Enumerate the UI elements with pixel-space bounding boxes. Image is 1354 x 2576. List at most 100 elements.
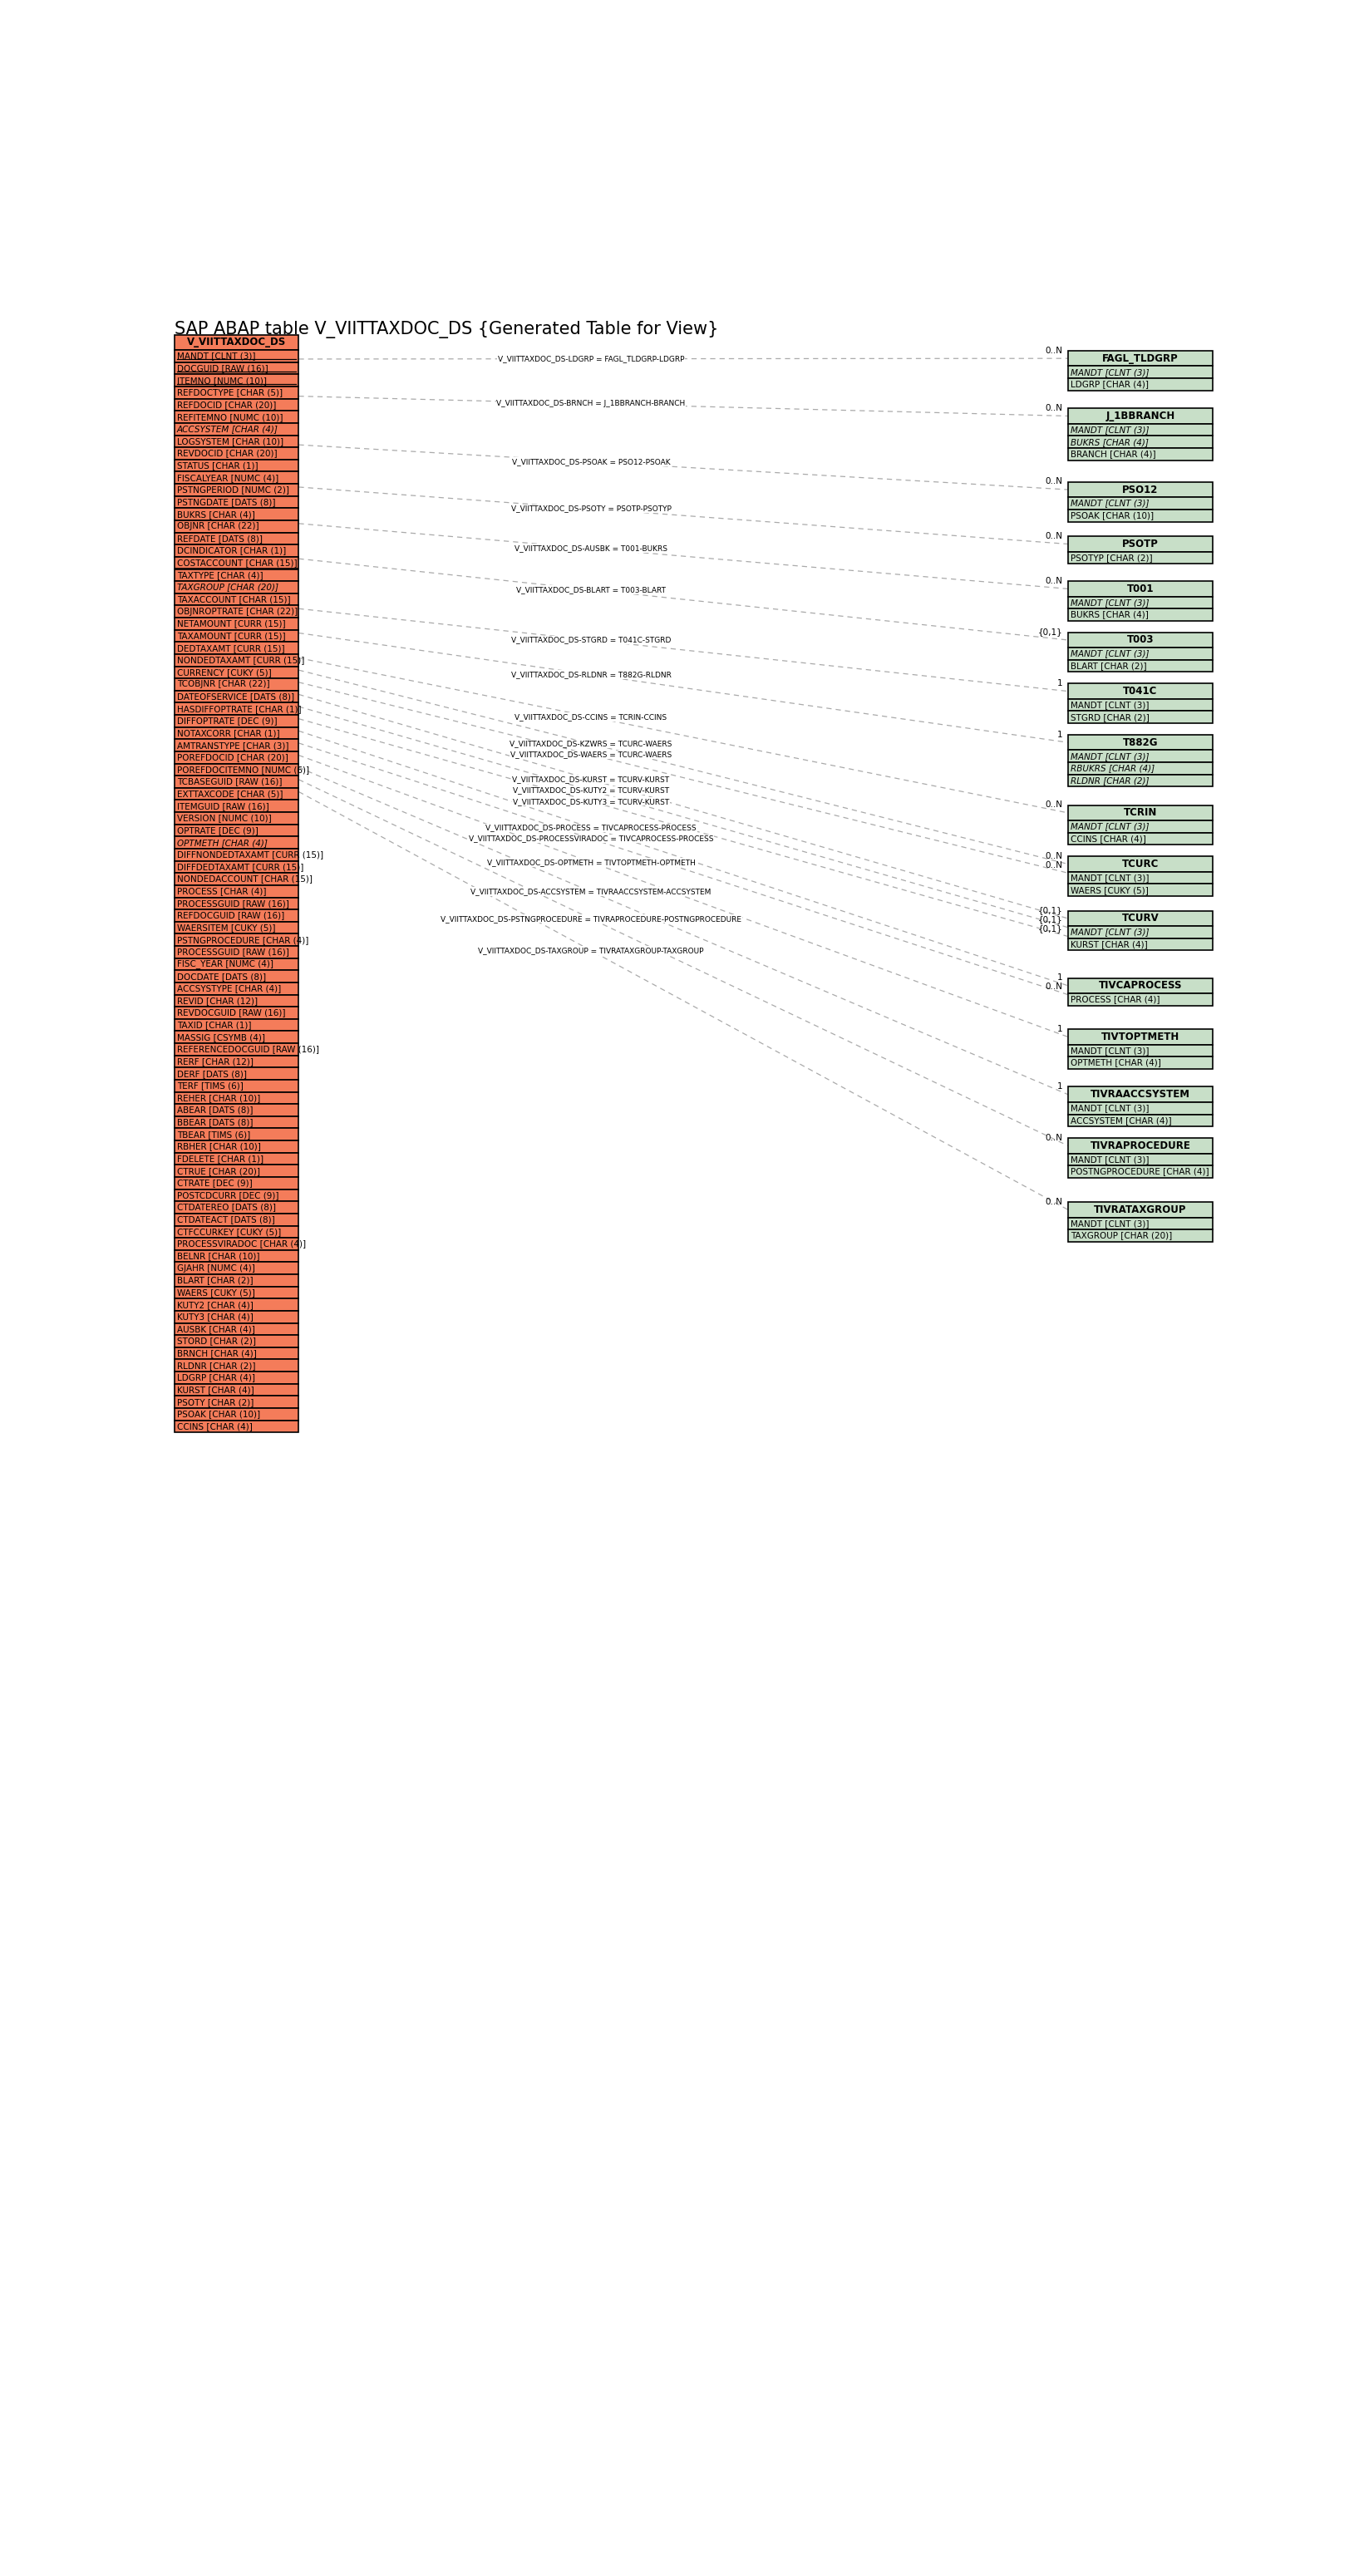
Text: POSTNGPROCEDURE [CHAR (4)]: POSTNGPROCEDURE [CHAR (4)]	[1071, 1167, 1209, 1175]
Text: STATUS [CHAR (1)]: STATUS [CHAR (1)]	[177, 461, 259, 469]
Text: MANDT [CLNT (3)]: MANDT [CLNT (3)]	[1071, 500, 1150, 507]
Text: AUSBK [CHAR (4)]: AUSBK [CHAR (4)]	[177, 1324, 255, 1334]
Bar	[175, 1324, 299, 1334]
Text: 0..N: 0..N	[1045, 801, 1063, 809]
Text: MANDT [CLNT (3)]: MANDT [CLNT (3)]	[1071, 752, 1150, 760]
Text: POREFDOCID [CHAR (20)]: POREFDOCID [CHAR (20)]	[177, 752, 288, 762]
Bar	[175, 1285, 299, 1298]
Text: STGRD [CHAR (2)]: STGRD [CHAR (2)]	[1071, 714, 1150, 721]
Bar	[175, 1370, 299, 1383]
Text: 0..N: 0..N	[1045, 1198, 1063, 1206]
Text: T041C: T041C	[1122, 685, 1158, 696]
Bar	[175, 556, 299, 569]
Bar	[175, 1030, 299, 1043]
Bar	[1068, 1030, 1213, 1043]
Text: V_VIITTAXDOC_DS: V_VIITTAXDOC_DS	[187, 337, 286, 348]
Text: V_VIITTAXDOC_DS-LDGRP = FAGL_TLDGRP-LDGRP: V_VIITTAXDOC_DS-LDGRP = FAGL_TLDGRP-LDGR…	[498, 355, 684, 363]
Text: BUKRS [CHAR (4)]: BUKRS [CHAR (4)]	[1071, 611, 1148, 618]
Text: KUTY2 [CHAR (4)]: KUTY2 [CHAR (4)]	[177, 1301, 253, 1309]
Text: KURST [CHAR (4)]: KURST [CHAR (4)]	[177, 1386, 255, 1394]
Text: TCRIN: TCRIN	[1124, 806, 1158, 819]
Text: BLART [CHAR (2)]: BLART [CHAR (2)]	[1071, 662, 1147, 670]
Bar	[175, 762, 299, 775]
Text: CURRENCY [CUKY (5)]: CURRENCY [CUKY (5)]	[177, 667, 272, 677]
Bar	[175, 994, 299, 1007]
Text: TCOBJNR [CHAR (22)]: TCOBJNR [CHAR (22)]	[177, 680, 269, 688]
Bar	[1068, 647, 1213, 659]
Text: RERF [CHAR (12)]: RERF [CHAR (12)]	[177, 1056, 253, 1066]
Bar	[1068, 1139, 1213, 1154]
Bar	[175, 592, 299, 605]
Text: ITEMNO [NUMC (10)]: ITEMNO [NUMC (10)]	[177, 376, 267, 384]
Text: OBJNROPTRATE [CHAR (22)]: OBJNROPTRATE [CHAR (22)]	[177, 608, 298, 616]
Bar	[1068, 1154, 1213, 1164]
Bar	[1068, 832, 1213, 845]
Bar	[175, 945, 299, 958]
Text: MANDT [CLNT (3)]: MANDT [CLNT (3)]	[1071, 927, 1150, 935]
Bar	[175, 471, 299, 484]
Bar	[175, 1079, 299, 1092]
Text: LDGRP [CHAR (4)]: LDGRP [CHAR (4)]	[1071, 381, 1148, 389]
Bar	[175, 971, 299, 981]
Text: 1: 1	[1057, 729, 1063, 739]
Text: PSOAK [CHAR (10)]: PSOAK [CHAR (10)]	[177, 1409, 260, 1419]
Text: DCINDICATOR [CHAR (1)]: DCINDICATOR [CHAR (1)]	[177, 546, 286, 554]
Text: WAERS [CUKY (5)]: WAERS [CUKY (5)]	[177, 1288, 255, 1296]
Bar	[1068, 379, 1213, 392]
Bar	[175, 1383, 299, 1396]
Text: BUKRS [CHAR (4)]: BUKRS [CHAR (4)]	[177, 510, 255, 518]
Text: MANDT [CLNT (3)]: MANDT [CLNT (3)]	[177, 353, 256, 361]
Bar	[1068, 1043, 1213, 1056]
Bar	[175, 350, 299, 363]
Bar	[1068, 510, 1213, 520]
Text: REFDOCID [CHAR (20)]: REFDOCID [CHAR (20)]	[177, 402, 276, 410]
Bar	[175, 654, 299, 667]
Text: ABEAR [DATS (8)]: ABEAR [DATS (8)]	[177, 1105, 253, 1115]
Text: NETAMOUNT [CURR (15)]: NETAMOUNT [CURR (15)]	[177, 621, 286, 629]
Text: V_VIITTAXDOC_DS-PROCESS = TIVCAPROCESS-PROCESS: V_VIITTAXDOC_DS-PROCESS = TIVCAPROCESS-P…	[486, 824, 696, 832]
Bar	[1068, 734, 1213, 750]
Text: {0,1}: {0,1}	[1039, 925, 1063, 933]
Text: V_VIITTAXDOC_DS-TAXGROUP = TIVRATAXGROUP-TAXGROUP: V_VIITTAXDOC_DS-TAXGROUP = TIVRATAXGROUP…	[478, 948, 704, 953]
Text: J_1BBRANCH: J_1BBRANCH	[1106, 410, 1175, 422]
Bar	[175, 1249, 299, 1262]
Bar	[1068, 806, 1213, 822]
Bar	[175, 837, 299, 848]
Text: TAXAMOUNT [CURR (15)]: TAXAMOUNT [CURR (15)]	[177, 631, 286, 639]
Bar	[175, 605, 299, 618]
Bar	[1068, 410, 1213, 422]
Text: TCURC: TCURC	[1122, 858, 1159, 871]
Text: PROCESSGUID [RAW (16)]: PROCESSGUID [RAW (16)]	[177, 948, 290, 956]
Text: BELNR [CHAR (10)]: BELNR [CHAR (10)]	[177, 1252, 260, 1260]
Text: RBHER [CHAR (10)]: RBHER [CHAR (10)]	[177, 1144, 261, 1151]
Text: 0..N: 0..N	[1045, 477, 1063, 487]
Text: FDELETE [CHAR (1)]: FDELETE [CHAR (1)]	[177, 1154, 264, 1162]
Bar	[175, 1128, 299, 1141]
Bar	[1068, 422, 1213, 435]
Bar	[1068, 711, 1213, 724]
Bar	[175, 1020, 299, 1030]
Bar	[175, 1115, 299, 1128]
Text: DIFFNONDEDTAXAMT [CURR (15)]: DIFFNONDEDTAXAMT [CURR (15)]	[177, 850, 324, 858]
Text: OPTRATE [DEC (9)]: OPTRATE [DEC (9)]	[177, 827, 259, 835]
Bar	[175, 801, 299, 811]
Bar	[175, 448, 299, 459]
Text: MANDT [CLNT (3)]: MANDT [CLNT (3)]	[1071, 649, 1150, 657]
Bar	[175, 896, 299, 909]
Bar	[175, 1347, 299, 1360]
Bar	[175, 497, 299, 507]
Text: NOTAXCORR [CHAR (1)]: NOTAXCORR [CHAR (1)]	[177, 729, 280, 737]
Text: V_VIITTAXDOC_DS-AUSBK = T001-BUKRS: V_VIITTAXDOC_DS-AUSBK = T001-BUKRS	[515, 544, 668, 551]
Text: WAERSITEM [CUKY (5)]: WAERSITEM [CUKY (5)]	[177, 925, 275, 933]
Text: V_VIITTAXDOC_DS-WAERS = TCURC-WAERS: V_VIITTAXDOC_DS-WAERS = TCURC-WAERS	[510, 752, 672, 757]
Text: EXTTAXCODE [CHAR (5)]: EXTTAXCODE [CHAR (5)]	[177, 791, 283, 799]
Bar	[1068, 350, 1213, 366]
Text: REFDATE [DATS (8)]: REFDATE [DATS (8)]	[177, 533, 263, 544]
Bar	[175, 1298, 299, 1311]
Text: MANDT [CLNT (3)]: MANDT [CLNT (3)]	[1071, 368, 1150, 376]
Bar	[175, 848, 299, 860]
Text: 0..N: 0..N	[1045, 345, 1063, 355]
Text: SAP ABAP table V_VIITTAXDOC_DS {Generated Table for View}: SAP ABAP table V_VIITTAXDOC_DS {Generate…	[175, 319, 719, 337]
Bar	[175, 886, 299, 896]
Bar	[1068, 871, 1213, 884]
